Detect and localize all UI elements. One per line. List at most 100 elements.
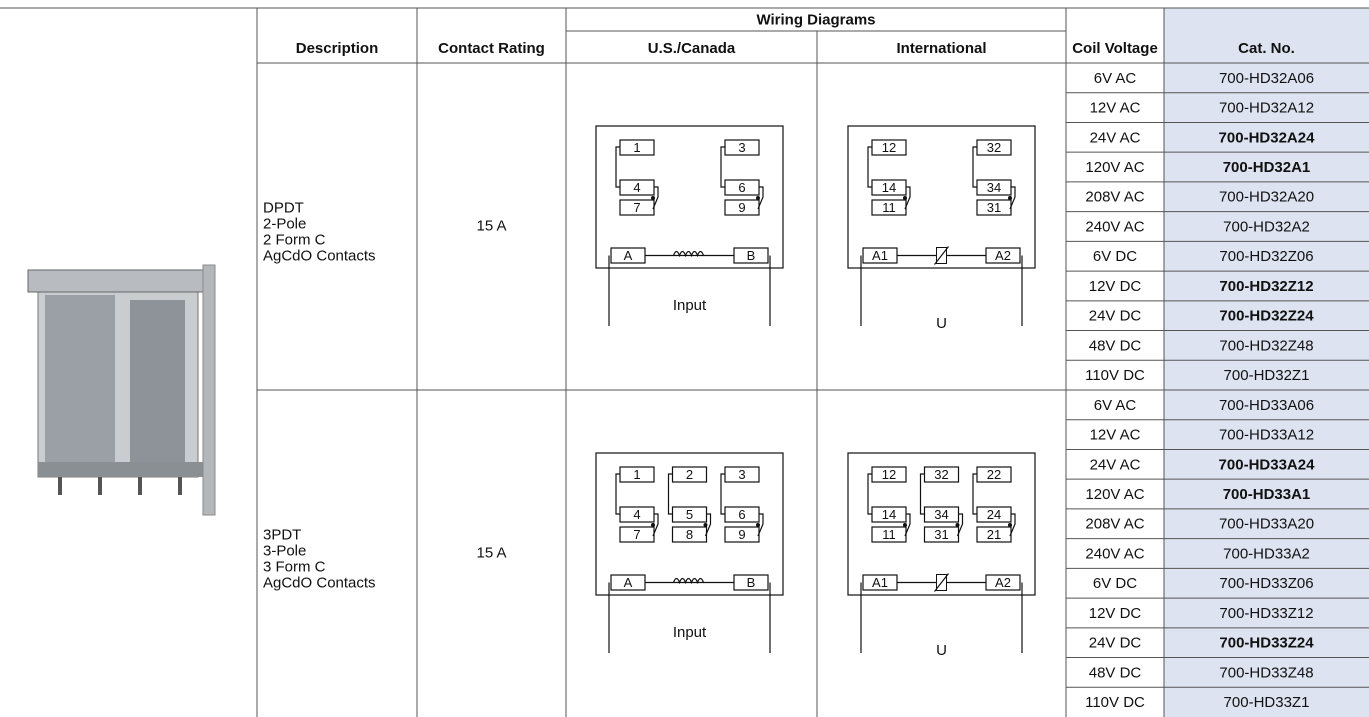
terminal-label: 6	[738, 507, 745, 522]
terminal-label: 9	[738, 200, 745, 215]
column-header: International	[896, 40, 986, 57]
terminal-label: 11	[882, 527, 896, 542]
cat-no: 700-HD32A20	[1219, 189, 1314, 206]
diagram-box	[595, 452, 784, 596]
diagram-box	[847, 452, 1036, 596]
terminal-label: 32	[934, 467, 948, 482]
cat-no: 700-HD32Z48	[1219, 337, 1313, 354]
cat-column-bg	[1164, 8, 1369, 717]
cat-no: 700-HD33A1	[1223, 486, 1311, 503]
description-line: 2 Form C	[263, 231, 326, 248]
contact-dot	[756, 196, 760, 200]
cat-no: 700-HD32Z06	[1219, 248, 1313, 265]
terminal-label: 34	[934, 507, 948, 522]
diagram-box	[847, 125, 1036, 269]
cat-no: 700-HD33Z12	[1219, 605, 1313, 622]
contact-bracket	[867, 473, 911, 537]
terminal-label: 11	[882, 200, 896, 215]
coil-label: A2	[995, 248, 1011, 263]
description-line: AgCdO Contacts	[263, 574, 376, 591]
cat-no: 700-HD33Z24	[1219, 635, 1314, 652]
diagram-box	[595, 125, 784, 269]
coil-voltage: 48V DC	[1089, 337, 1142, 354]
coil-voltage: 6V AC	[1094, 397, 1137, 414]
coil-label: A2	[995, 575, 1011, 590]
coil-label: B	[747, 248, 756, 263]
terminal-label: 4	[633, 507, 640, 522]
contact-bracket	[867, 146, 911, 210]
coil-voltage: 12V DC	[1089, 278, 1142, 295]
contact-bracket	[720, 146, 764, 210]
coil-voltage: 240V AC	[1085, 218, 1144, 235]
coil-label: A1	[872, 575, 888, 590]
wiring-diagram: 12 32 14 34 11 31 A1 A2 U	[847, 125, 1036, 332]
contact-bracket	[919, 473, 964, 537]
contact-bracket	[615, 473, 659, 537]
terminal-label: 2	[686, 467, 693, 482]
coil-voltage: 240V AC	[1085, 545, 1144, 562]
cat-no: 700-HD32A24	[1219, 129, 1316, 146]
coil-voltage: 110V DC	[1085, 367, 1145, 384]
cat-no: 700-HD32Z24	[1219, 308, 1314, 325]
cat-no: 700-HD32A2	[1223, 218, 1310, 235]
coil-label: A1	[872, 248, 888, 263]
coil-voltage: 12V AC	[1090, 427, 1141, 444]
terminal-label: 21	[987, 527, 1001, 542]
terminal-label: 6	[738, 180, 745, 195]
terminal-label: 1	[633, 140, 640, 155]
coil-slash	[934, 246, 949, 265]
coil-voltage: 24V AC	[1090, 129, 1141, 146]
description-line: DPDT	[263, 199, 304, 216]
cat-no: 700-HD33A24	[1219, 456, 1316, 473]
contact-dot	[903, 196, 907, 200]
coil-symbol	[672, 250, 705, 258]
header-group: Wiring Diagrams	[756, 11, 875, 28]
terminal-label: 1	[633, 467, 640, 482]
coil-voltage: 24V AC	[1090, 456, 1141, 473]
cat-no: 700-HD33A12	[1219, 427, 1314, 444]
terminal-label: 9	[738, 527, 745, 542]
contact-dot	[1008, 523, 1012, 527]
contact-dot	[703, 523, 708, 527]
contact-dot	[903, 523, 907, 527]
coil-symbol	[672, 577, 705, 585]
terminal-label: 31	[934, 527, 948, 542]
coil-slash	[934, 573, 949, 592]
terminal-label: 7	[633, 527, 640, 542]
contact-bracket	[972, 146, 1016, 210]
terminal-label: 34	[987, 180, 1001, 195]
terminal-label: 22	[987, 467, 1001, 482]
contact-dot	[651, 523, 655, 527]
cat-no: 700-HD33A2	[1223, 545, 1310, 562]
contact-dot	[651, 196, 655, 200]
terminal-label: 5	[686, 507, 693, 522]
coil-voltage: 208V AC	[1085, 516, 1144, 533]
coil-voltage: 120V AC	[1085, 159, 1144, 176]
coil-voltage: 48V DC	[1089, 664, 1142, 681]
diagram-label: Input	[673, 297, 707, 314]
diagram-label: U	[936, 315, 947, 332]
terminal-label: 31	[987, 200, 1001, 215]
wiring-diagram: 1 2 3 4 5 6 7 8 9 A B Input	[595, 452, 784, 653]
wiring-diagram: 1 3 4 6 7 9 A B Input	[595, 125, 784, 326]
contact-dot	[955, 523, 960, 527]
cat-no: 700-HD33Z06	[1219, 575, 1313, 592]
diagram-label: U	[936, 642, 947, 659]
terminal-label: 12	[882, 140, 896, 155]
description-line: 3PDT	[263, 526, 301, 543]
terminal-label: 24	[987, 507, 1001, 522]
terminal-label: 12	[882, 467, 896, 482]
contact-dot	[1008, 196, 1012, 200]
terminal-label: 3	[738, 467, 745, 482]
description-line: AgCdO Contacts	[263, 247, 376, 264]
wiring-diagram: 12 32 22 14 34 24 11 31 21 A1 A2 U	[847, 452, 1036, 659]
coil-voltage: 12V AC	[1090, 100, 1141, 117]
column-header: Coil Voltage	[1072, 40, 1158, 57]
contact-rating: 15 A	[476, 217, 506, 234]
coil-voltage: 120V AC	[1085, 486, 1144, 503]
terminal-label: 3	[738, 140, 745, 155]
contact-bracket	[615, 146, 659, 210]
coil-voltage: 208V AC	[1085, 189, 1144, 206]
coil-voltage: 110V DC	[1085, 694, 1145, 711]
cat-no: 700-HD32A12	[1219, 100, 1314, 117]
